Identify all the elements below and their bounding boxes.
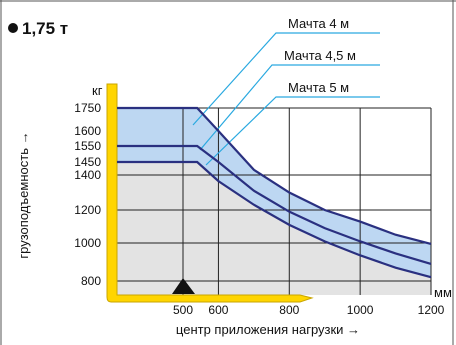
y-tick-label: 1750 bbox=[74, 101, 101, 115]
y-unit-label: кг bbox=[92, 83, 103, 98]
capacity-band bbox=[117, 108, 431, 278]
y-tick-label: 1450 bbox=[74, 155, 101, 169]
y-tick-label: 1000 bbox=[74, 236, 101, 250]
series-label-mast-4-5: Мачта 4,5 м bbox=[284, 48, 356, 63]
leader-line-mast-4 bbox=[192, 32, 380, 126]
y-axis-title: грузоподъемность → bbox=[16, 131, 31, 258]
title-bullet-icon bbox=[8, 23, 18, 33]
series-line-2 bbox=[117, 160, 432, 279]
leader-line-mast-4-5 bbox=[199, 64, 380, 151]
y-tick-label: 1550 bbox=[74, 139, 101, 153]
x-tick-label: 600 bbox=[208, 303, 228, 317]
y-tick-label: 1400 bbox=[74, 168, 101, 182]
load-center-marker-icon bbox=[172, 278, 195, 294]
y-tick-label: 800 bbox=[81, 274, 101, 288]
x-tick-label: 500 bbox=[173, 303, 193, 317]
chart-title: 1,75 т bbox=[22, 19, 68, 38]
series-line-1 bbox=[117, 144, 432, 265]
y-tick-label: 1200 bbox=[74, 203, 101, 217]
series-label-mast-4: Мачта 4 м bbox=[288, 16, 349, 31]
x-tick-label: 800 bbox=[279, 303, 299, 317]
x-tick-label: 1000 bbox=[347, 303, 374, 317]
fork-shape bbox=[106, 83, 314, 303]
x-tick-label: 1200 bbox=[418, 303, 445, 317]
series-line-0 bbox=[117, 106, 432, 246]
series-label-mast-5: Мачта 5 м bbox=[288, 80, 349, 95]
y-tick-label: 1600 bbox=[74, 124, 101, 138]
fork-graphic bbox=[106, 83, 314, 303]
x-axis-title: центр приложения нагрузки → bbox=[176, 322, 360, 337]
x-unit-label: мм bbox=[434, 285, 452, 300]
